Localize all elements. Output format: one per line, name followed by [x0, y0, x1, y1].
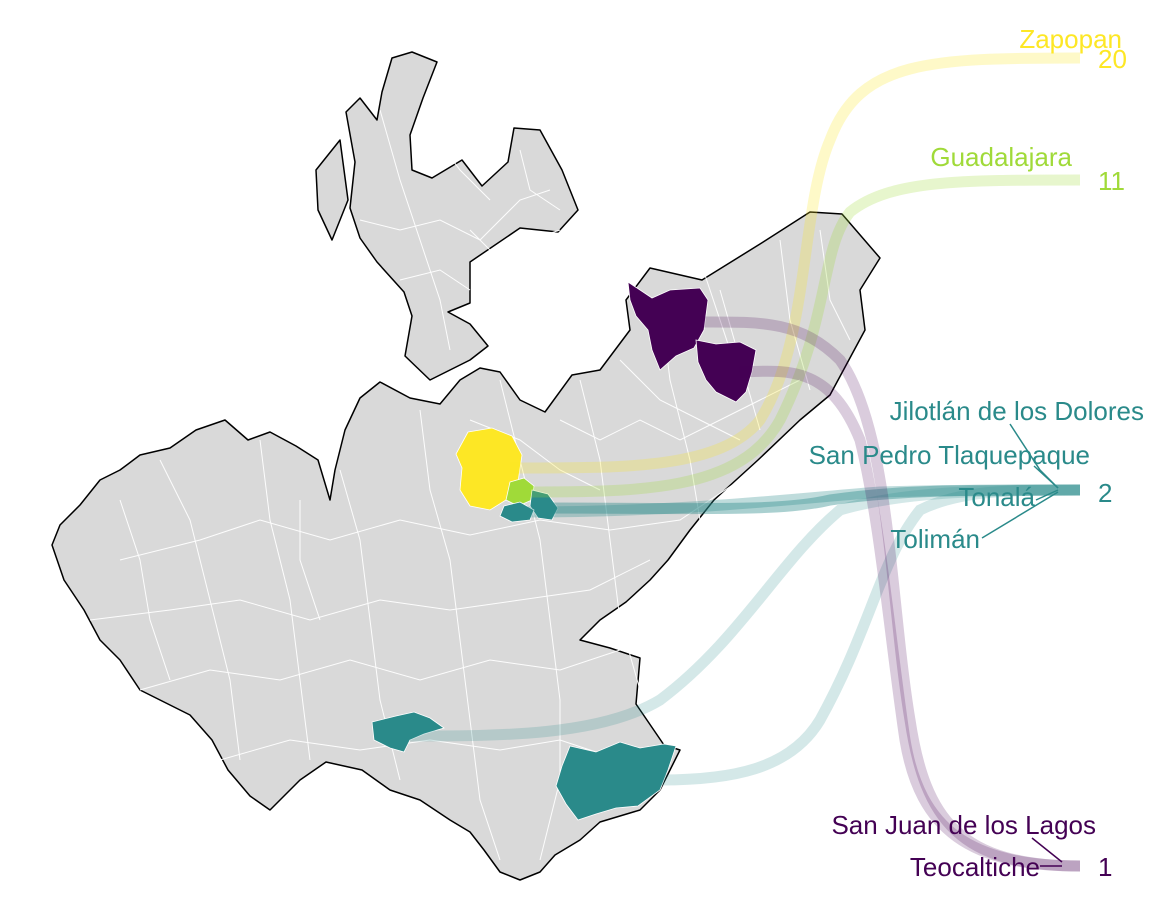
- leader-san-pedro-tlaquepaque: [1033, 465, 1059, 489]
- label-san-pedro-tlaquepaque: San Pedro Tlaquepaque: [809, 440, 1090, 470]
- municipality-labels: Zapopan Guadalajara Jilotlán de los Dolo…: [809, 24, 1144, 882]
- label-san-juan-de-los-lagos: San Juan de los Lagos: [831, 810, 1096, 840]
- flow-teocaltiche: [699, 316, 1081, 872]
- flow-tonala: [544, 484, 1081, 515]
- value-labels: 20 11 2 1: [1098, 44, 1127, 882]
- value-1: 1: [1098, 852, 1112, 882]
- value-2: 2: [1098, 478, 1112, 508]
- value-20: 20: [1098, 44, 1127, 74]
- municipality-san-juan-de-los-lagos[interactable]: [695, 339, 757, 403]
- highlighted-municipalities: [371, 281, 757, 821]
- label-teocaltiche: Teocaltiche: [910, 852, 1040, 882]
- label-jilotlan-de-los-dolores: Jilotlán de los Dolores: [890, 396, 1144, 426]
- leader-toliman: [981, 491, 1059, 539]
- flow-san-pedro-tlaquepaque: [519, 484, 1081, 518]
- municipality-toliman[interactable]: [371, 711, 445, 753]
- flow-zapopan: [509, 52, 1081, 474]
- label-toliman: Tolimán: [890, 524, 980, 554]
- value-11: 11: [1098, 166, 1125, 196]
- flow-guadalajara: [519, 174, 1081, 498]
- flow-jilotlan-de-los-dolores: [659, 484, 1081, 786]
- municipality-teocaltiche[interactable]: [627, 281, 709, 371]
- leader-lines: [981, 423, 1063, 867]
- label-tonala: Tonalá: [958, 482, 1035, 512]
- municipality-zapopan[interactable]: [455, 427, 523, 511]
- label-guadalajara: Guadalajara: [930, 142, 1072, 172]
- leader-san-juan-de-los-lagos: [1031, 837, 1063, 863]
- municipality-san-pedro-tlaquepaque[interactable]: [499, 501, 535, 523]
- municipality-jilotlan-de-los-dolores[interactable]: [555, 741, 677, 821]
- flow-curves: [409, 52, 1081, 872]
- flow-toliman: [409, 484, 1081, 742]
- flow-san-juan-de-los-lagos: [739, 365, 1081, 872]
- municipality-tonala[interactable]: [529, 489, 559, 521]
- leader-tonala: [1035, 489, 1059, 501]
- label-zapopan: Zapopan: [1019, 24, 1122, 54]
